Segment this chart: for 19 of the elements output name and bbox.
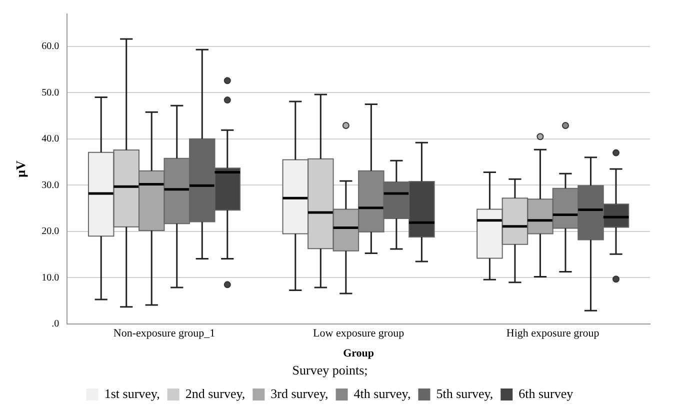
x-tick-label: High exposure group <box>506 327 600 340</box>
y-tick-label: 20.0 <box>42 226 60 238</box>
legend-label: 1st survey, <box>104 386 160 401</box>
y-tick-label: 30.0 <box>42 180 60 191</box>
y-tick-label: .0 <box>52 318 60 330</box>
legend-label: 4th survey, <box>354 386 411 401</box>
x-tick-label: Low exposure group <box>313 327 405 340</box>
legend-label: 6th survey <box>518 386 574 401</box>
legend-title: Survey points; <box>292 362 368 378</box>
y-axis-title: μV <box>13 160 28 178</box>
y-tick-label: 10.0 <box>42 272 60 284</box>
legend-label: 5th survey, <box>436 386 494 401</box>
y-tick-label: 50.0 <box>42 87 60 98</box>
x-tick-label: Non-exposure group_1 <box>113 327 216 340</box>
x-axis-title: Group <box>343 348 374 360</box>
legend-label: 2nd survey, <box>185 386 246 401</box>
legend-label: 3rd survey, <box>270 386 328 401</box>
y-tick-label: 40.0 <box>42 134 60 145</box>
y-tick-label: 60.0 <box>42 41 60 52</box>
